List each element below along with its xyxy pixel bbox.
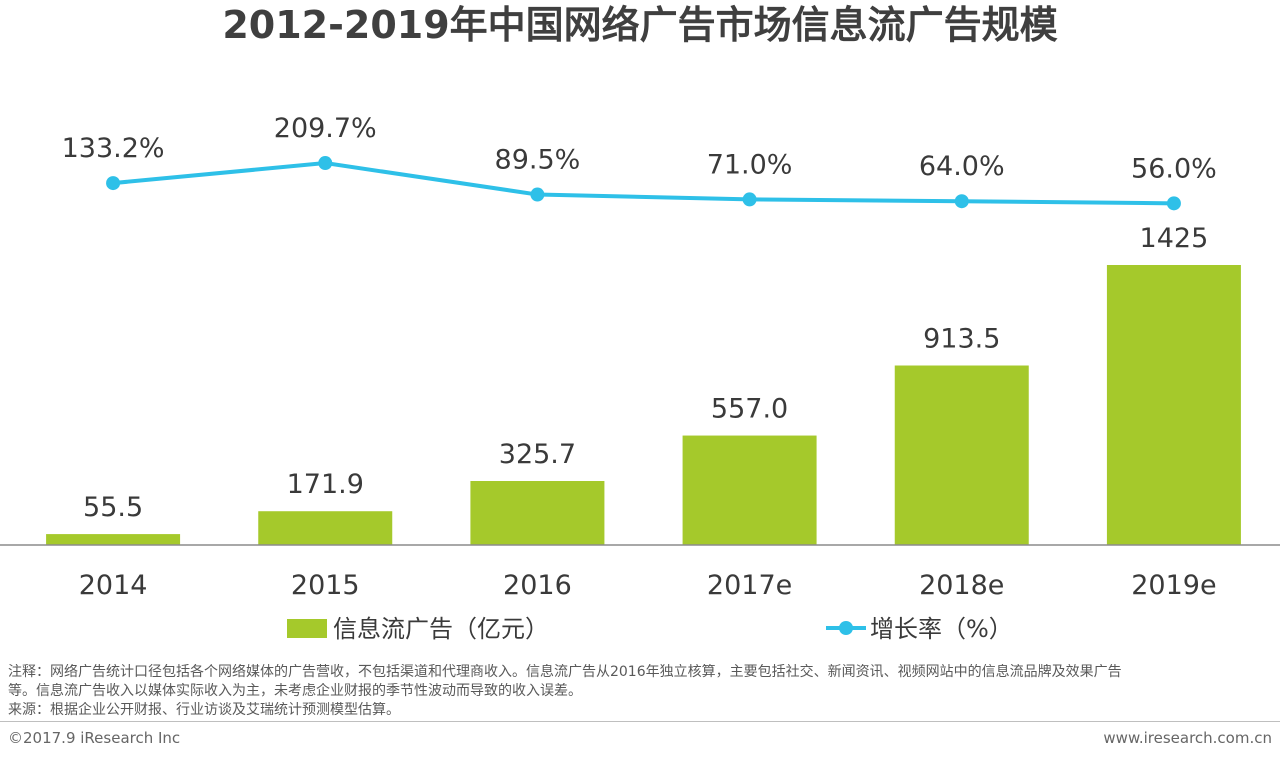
note-line-1: 注释：网络广告统计口径包括各个网络媒体的广告营收，不包括渠道和代理商收入。信息流… [8, 664, 1122, 680]
growth-rate-label: 64.0% [919, 151, 1005, 182]
growth-rate-point [530, 187, 545, 202]
bar-2017e [682, 435, 817, 545]
category-label: 2016 [503, 570, 572, 601]
chart-canvas: 2012-2019年中国网络广告市场信息流广告规模 55.5 171.9 325.7… [0, 3, 1280, 643]
category-label: 2014 [79, 570, 148, 601]
bar-2014 [46, 534, 181, 545]
legend-line-marker [839, 621, 853, 635]
bar-2015 [258, 511, 393, 545]
growth-rate-point [1166, 196, 1181, 211]
legend: 信息流广告（亿元） 增长率（%） [287, 615, 1013, 643]
bar-2019e [1106, 265, 1241, 545]
growth-rate-label: 209.7% [274, 113, 377, 144]
growth-rate-point [954, 194, 969, 209]
legend-bar-label: 信息流广告（亿元） [333, 615, 549, 643]
bar-2016 [470, 481, 605, 545]
line-layer: 133.2% 209.7% 89.5% 71.0% 64.0% 56.0% [62, 113, 1217, 211]
copyright-text: ©2017.9 iResearch Inc [8, 729, 181, 747]
bars-layer: 55.5 171.9 325.7 557.0 913.5 1425 [46, 223, 1241, 545]
bar-value-label: 171.9 [287, 469, 364, 500]
category-labels: 2014 2015 2016 2017e 2018e 2019e [79, 570, 1217, 601]
category-label: 2015 [291, 570, 360, 601]
bar-value-label: 325.7 [499, 439, 576, 470]
growth-rate-label: 56.0% [1131, 153, 1217, 184]
website-link[interactable]: www.iresearch.com.cn [1103, 729, 1272, 747]
growth-rate-point [742, 192, 757, 207]
bar-value-label: 1425 [1140, 223, 1209, 254]
growth-rate-label: 133.2% [62, 133, 165, 164]
growth-rate-label: 71.0% [707, 149, 793, 180]
source-note: 来源：根据企业公开财报、行业访谈及艾瑞统计预测模型估算。 [8, 702, 400, 718]
legend-bar-swatch [287, 619, 327, 638]
chart-title: 2012-2019年中国网络广告市场信息流广告规模 [222, 3, 1057, 47]
bar-value-label: 55.5 [83, 492, 143, 523]
category-label: 2019e [1131, 570, 1216, 601]
growth-rate-point [106, 176, 121, 191]
bar-value-label: 557.0 [711, 394, 788, 425]
note-line-2: 等。信息流广告收入以媒体实际收入为主，未考虑企业财报的季节性波动而导致的收入误差… [8, 683, 582, 699]
growth-rate-label: 89.5% [495, 145, 581, 176]
growth-rate-point [318, 156, 333, 171]
legend-line-label: 增长率（%） [870, 615, 1013, 643]
bar-2018e [894, 365, 1029, 545]
category-label: 2018e [919, 570, 1004, 601]
bar-value-label: 913.5 [923, 324, 1000, 355]
footer-divider [0, 721, 1280, 722]
growth-rate-line [112, 161, 1174, 206]
category-label: 2017e [707, 570, 792, 601]
